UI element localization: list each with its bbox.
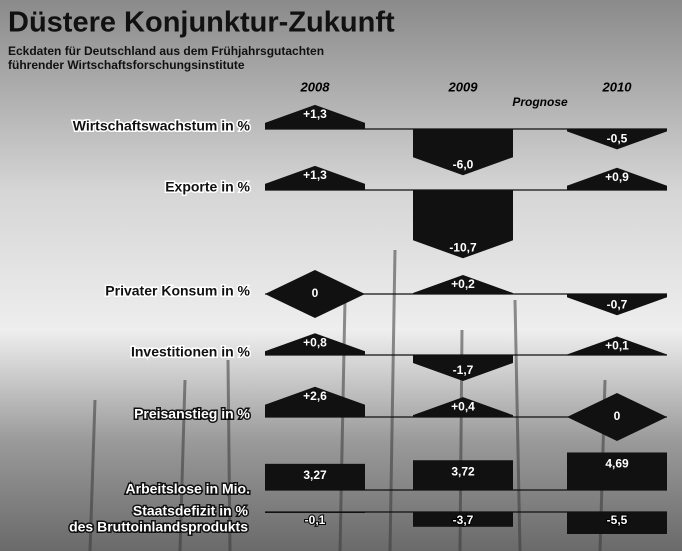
value-label: 0 (614, 409, 621, 423)
value-label: +2,6 (303, 389, 327, 403)
row-label: Privater Konsum in % (105, 283, 250, 299)
row-label: Preisanstieg in % (134, 406, 250, 422)
row-label: des Bruttoinlandsprodukts (69, 519, 248, 535)
value-label: +0,9 (605, 170, 629, 184)
row-label: Exporte in % (165, 179, 250, 195)
bar (413, 460, 513, 490)
value-label: -0,5 (607, 132, 628, 146)
value-label: +0,8 (303, 335, 327, 349)
value-label: 0 (312, 286, 319, 300)
value-label: -5,5 (607, 513, 628, 527)
arrow-mark (413, 397, 513, 417)
chart-title: Düstere Konjunktur-Zukunft (8, 7, 395, 39)
value-label: +1,3 (303, 107, 327, 121)
row-label: Investitionen in % (131, 344, 251, 360)
value-label: -0,1 (305, 513, 326, 527)
row-label: Staatsdefizit in % (133, 503, 249, 519)
arrow-mark (567, 167, 667, 190)
diamond-mark (265, 270, 365, 318)
x-tick-label: 2010 (602, 79, 633, 94)
bar (567, 452, 667, 490)
arrow-mark (265, 104, 365, 129)
value-label: 3,27 (303, 468, 327, 482)
annotation: Prognose (512, 95, 568, 109)
arrow-mark (413, 129, 513, 176)
bar (265, 512, 365, 513)
arrow-mark (265, 386, 365, 417)
arrow-mark (567, 294, 667, 316)
arrow-mark (413, 275, 513, 294)
bar (265, 463, 365, 490)
bar (567, 512, 667, 534)
subtitle: Eckdaten für Deutschland aus dem Frühjah… (8, 44, 324, 58)
value-label: -0,7 (607, 297, 628, 311)
row-label: Wirtschaftswachstum in % (73, 118, 251, 134)
value-label: +0,1 (605, 339, 629, 353)
arrow-mark (567, 129, 667, 150)
value-label: -10,7 (449, 240, 477, 254)
diamond-mark (567, 393, 667, 441)
value-label: +1,3 (303, 168, 327, 182)
arrow-mark (567, 336, 667, 355)
value-label: +0,2 (451, 277, 475, 291)
row-label: Arbeitslose in Mio. (126, 481, 250, 497)
value-label: 4,69 (605, 457, 629, 471)
value-label: -3,7 (453, 513, 474, 527)
x-tick-label: 2008 (300, 79, 331, 94)
value-label: -6,0 (453, 157, 474, 171)
value-label: +0,4 (451, 399, 475, 413)
arrow-mark (413, 355, 513, 381)
x-tick-label: 2009 (448, 79, 479, 94)
arrow-mark (265, 333, 365, 355)
subtitle: führender Wirtschaftsforschungsinstitute (8, 58, 245, 72)
bar (413, 512, 513, 527)
arrow-mark (413, 190, 513, 259)
value-label: 3,72 (451, 464, 475, 478)
value-label: -1,7 (453, 363, 474, 377)
arrow-mark (265, 165, 365, 190)
